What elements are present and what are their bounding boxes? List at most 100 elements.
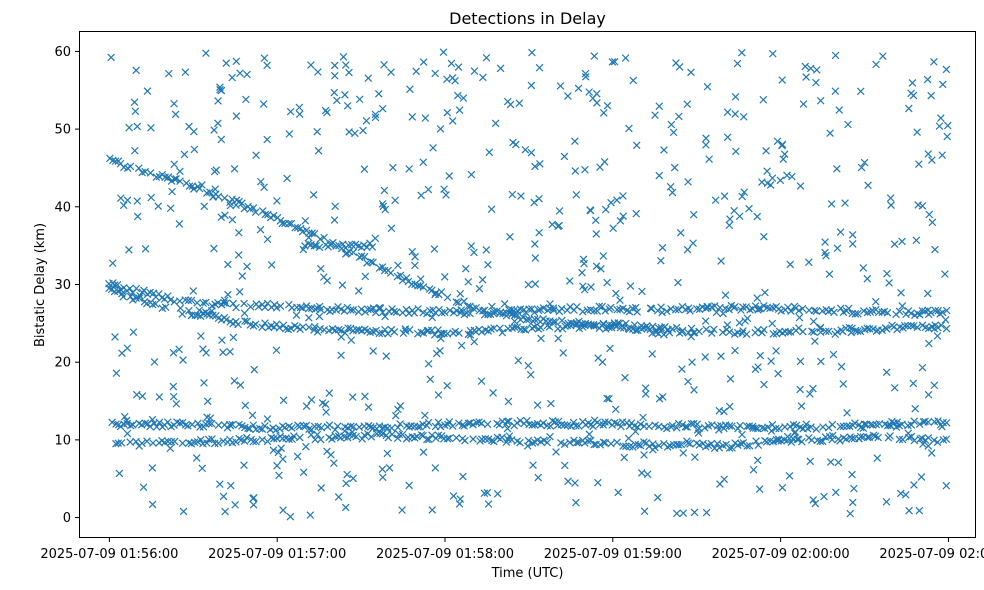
data-point [138, 439, 146, 448]
data-point [470, 337, 479, 346]
data-point [440, 185, 448, 193]
data-points [105, 48, 952, 521]
data-point [226, 347, 234, 356]
data-point [907, 421, 916, 429]
data-point [344, 324, 352, 332]
data-point [662, 307, 671, 316]
data-point [527, 305, 536, 313]
data-point [690, 386, 698, 394]
data-point [942, 481, 951, 490]
data-point [537, 334, 545, 343]
data-point [572, 438, 581, 447]
data-point [730, 303, 738, 312]
data-point [536, 323, 545, 332]
data-point [259, 100, 268, 108]
data-point [536, 160, 544, 168]
data-point [785, 471, 794, 480]
data-point [231, 501, 239, 509]
data-point [488, 436, 496, 445]
data-point [859, 424, 868, 433]
data-point [634, 440, 643, 449]
data-point [317, 423, 326, 432]
data-point [620, 453, 629, 462]
data-point [717, 257, 725, 265]
data-point [732, 147, 740, 156]
data-point [643, 470, 652, 479]
data-point [206, 188, 214, 196]
data-point [581, 165, 589, 174]
data-point [317, 484, 326, 492]
data-point [485, 148, 494, 157]
data-point [907, 321, 916, 330]
data-point [460, 422, 469, 430]
data-point [488, 302, 496, 311]
data-point [914, 160, 923, 168]
data-point [345, 68, 353, 77]
data-point [930, 324, 939, 333]
data-point [202, 49, 210, 58]
data-point [464, 278, 473, 286]
data-point [824, 327, 833, 336]
data-point [343, 101, 352, 110]
data-point [590, 440, 598, 449]
data-point [491, 119, 500, 128]
data-point [936, 114, 945, 122]
data-point [670, 163, 679, 172]
data-point [543, 321, 552, 330]
data-point [120, 412, 129, 421]
data-point [125, 245, 133, 254]
y-tick-label: 50 [54, 123, 71, 138]
data-point [802, 420, 811, 429]
data-point [740, 188, 749, 196]
data-point [667, 120, 676, 129]
data-point [918, 363, 927, 372]
data-point [226, 481, 235, 490]
data-point [417, 191, 425, 200]
data-point [210, 167, 219, 176]
data-point [693, 420, 702, 428]
data-point [760, 325, 768, 334]
data-point [839, 433, 848, 442]
data-point [812, 78, 820, 87]
data-point [195, 184, 204, 193]
data-point [229, 333, 238, 342]
data-point [131, 107, 140, 116]
data-point [767, 427, 776, 435]
data-point [195, 306, 204, 315]
data-point [169, 392, 178, 401]
data-point [898, 435, 907, 444]
data-point [484, 500, 493, 508]
data-point [723, 108, 732, 117]
data-point [130, 98, 139, 107]
data-point [459, 94, 468, 102]
data-point [564, 92, 572, 100]
data-point [626, 282, 635, 290]
data-point [581, 69, 590, 78]
data-point [616, 216, 625, 225]
data-point [938, 308, 947, 317]
data-point [668, 421, 677, 430]
data-point [447, 59, 456, 68]
data-point [348, 393, 357, 401]
data-point [655, 171, 664, 180]
data-point [369, 258, 377, 267]
data-point [755, 485, 764, 493]
data-point [503, 417, 511, 426]
data-point [725, 402, 734, 411]
data-point [828, 435, 836, 444]
data-point [347, 336, 356, 344]
data-point [455, 500, 464, 508]
data-point [925, 339, 933, 348]
data-point [376, 429, 384, 438]
data-point [115, 469, 124, 478]
data-point [674, 278, 682, 287]
data-point [216, 85, 224, 94]
data-point [613, 438, 621, 447]
data-point [295, 110, 304, 119]
data-point [263, 415, 272, 423]
data-point [430, 331, 439, 339]
data-point [152, 173, 161, 181]
data-point [200, 379, 208, 387]
data-point [872, 60, 880, 69]
data-point [678, 326, 687, 335]
